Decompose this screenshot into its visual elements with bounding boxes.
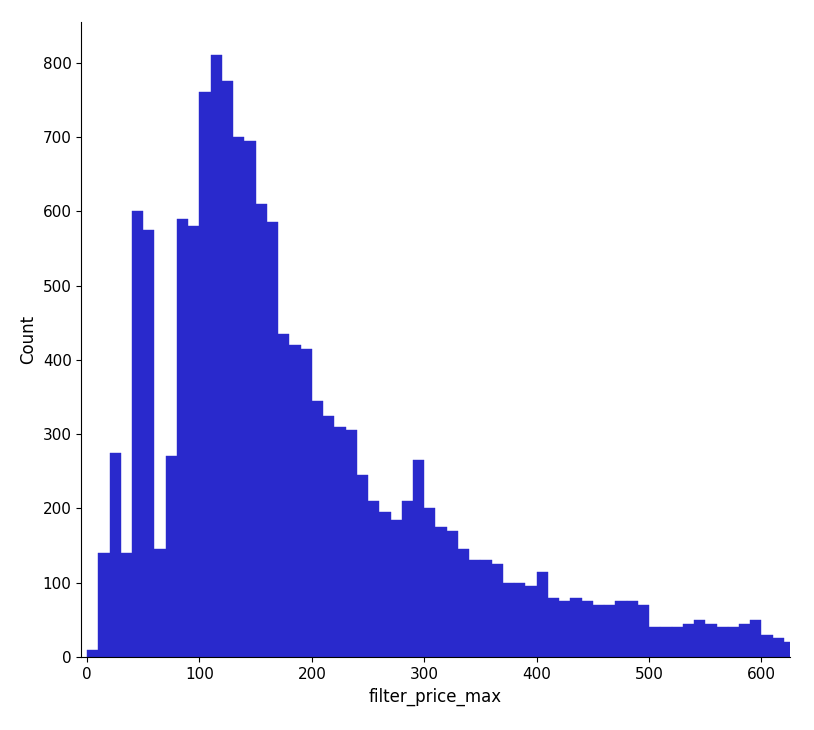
Bar (469, 561, 480, 657)
Bar (480, 561, 492, 657)
Bar (492, 564, 503, 657)
Bar (593, 605, 604, 657)
Bar (357, 475, 368, 657)
Bar (222, 81, 233, 657)
Bar (458, 549, 469, 657)
Bar (672, 627, 683, 657)
Bar (582, 602, 593, 657)
Bar (166, 456, 177, 657)
Bar (571, 598, 582, 657)
Bar (548, 598, 559, 657)
Bar (413, 460, 424, 657)
Bar (751, 620, 761, 657)
Bar (132, 211, 143, 657)
Bar (177, 219, 188, 657)
Bar (716, 627, 728, 657)
Bar (120, 553, 132, 657)
Bar (627, 602, 638, 657)
Bar (278, 334, 289, 657)
Bar (694, 620, 705, 657)
Bar (368, 501, 379, 657)
Bar (559, 602, 571, 657)
Bar (391, 520, 402, 657)
Bar (525, 586, 536, 657)
Bar (435, 527, 447, 657)
X-axis label: filter_price_max: filter_price_max (369, 687, 502, 705)
Bar (402, 501, 413, 657)
Bar (649, 627, 660, 657)
Bar (312, 401, 323, 657)
Bar (739, 623, 751, 657)
Bar (143, 230, 155, 657)
Bar (772, 639, 784, 657)
Bar (300, 349, 312, 657)
Bar (638, 605, 649, 657)
Bar (761, 634, 772, 657)
Bar (615, 602, 627, 657)
Bar (323, 415, 335, 657)
Bar (604, 605, 615, 657)
Bar (211, 55, 222, 657)
Bar (188, 226, 199, 657)
Bar (447, 531, 458, 657)
Bar (346, 431, 357, 657)
Bar (244, 141, 256, 657)
Bar (267, 223, 278, 657)
Bar (503, 583, 514, 657)
Bar (807, 634, 814, 657)
Bar (87, 650, 98, 657)
Bar (784, 642, 795, 657)
Bar (256, 204, 267, 657)
Bar (514, 583, 525, 657)
Bar (795, 639, 807, 657)
Bar (728, 627, 739, 657)
Bar (536, 572, 548, 657)
Bar (379, 512, 391, 657)
Bar (199, 93, 211, 657)
Bar (335, 427, 346, 657)
Bar (233, 137, 244, 657)
Bar (705, 623, 716, 657)
Y-axis label: Count: Count (19, 315, 37, 364)
Bar (98, 553, 110, 657)
Bar (660, 627, 672, 657)
Bar (424, 508, 435, 657)
Bar (683, 623, 694, 657)
Bar (110, 453, 120, 657)
Bar (289, 345, 300, 657)
Bar (155, 549, 166, 657)
